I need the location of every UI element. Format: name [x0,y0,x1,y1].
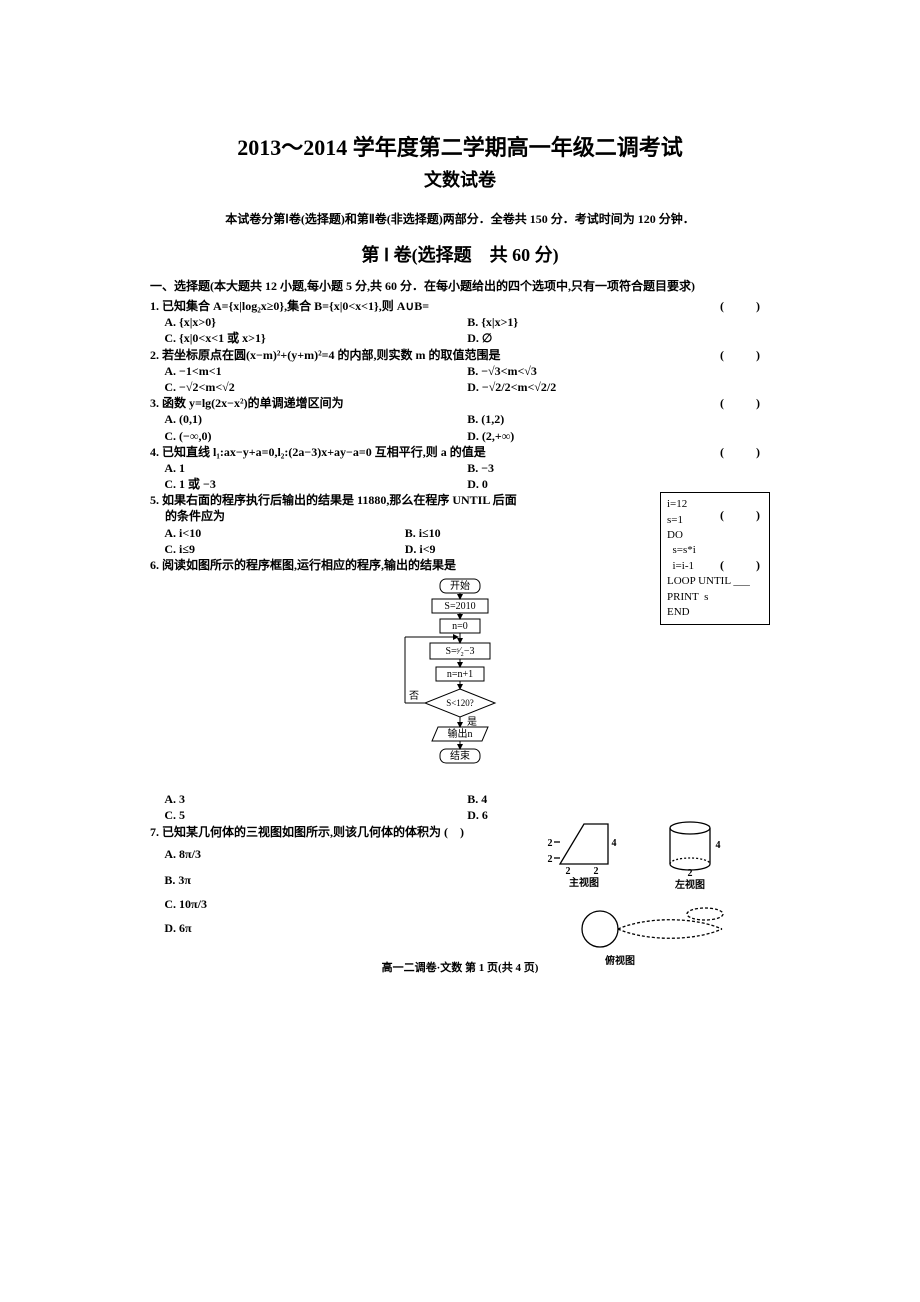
section-description: 一、选择题(本大题共 12 小题,每小题 5 分,共 60 分．在每小题给出的四… [150,277,770,294]
question-7: 7. 已知某几何体的三视图如图所示,则该几何体的体积为 ( ) A. 8π/3 … [150,824,770,941]
q4-option-c: C. 1 或 −3 [164,476,467,492]
q6-paren: ( ) [720,557,770,573]
q2-option-c: C. −√2<m<√2 [164,379,467,395]
svg-text:否: 否 [409,690,419,702]
q1-option-d: D. ∅ [467,330,770,346]
svg-text:俯视图: 俯视图 [605,954,635,967]
svg-text:主视图: 主视图 [569,876,599,889]
q1-text: 1. 已知集合 A={x|log₂x≥0},集合 B={x|0<x<1},则 A… [150,298,770,314]
q5-option-a: A. i<10 [164,525,404,541]
q1-option-a: A. {x|x>0} [164,314,467,330]
question-3: 3. 函数 y=lg(2x−x²)的单调递增区间为 ( ) A. (0,1) B… [150,395,770,444]
q3-option-a: A. (0,1) [164,411,467,427]
q2-option-d: D. −√2/2<m<√2/2 [467,379,770,395]
q6-option-b: B. 4 [467,791,770,807]
svg-text:2: 2 [688,868,693,879]
exam-notice: 本试卷分第Ⅰ卷(选择题)和第Ⅱ卷(非选择题)两部分．全卷共 150 分．考试时间… [150,210,770,227]
q5-option-b: B. i≤10 [405,525,645,541]
q3-option-b: B. (1,2) [467,411,770,427]
q6-option-a: A. 3 [164,791,467,807]
q5-text1: 5. 如果右面的程序执行后输出的结果是 11880,那么在程序 UNTIL 后面 [150,492,645,508]
flowchart-diagram: 开始 S=2010 n=0 S=ˢ⁄₂−3 n=n+1 [360,577,560,787]
q4-paren: ( ) [720,444,770,460]
title-sub: 文数试卷 [150,166,770,192]
page-container: 2013～2014 学年度第二学期高一年级二调考试 文数试卷 本试卷分第Ⅰ卷(选… [0,0,920,1035]
three-views-diagram: 2 2 2 2 4 主视图 2 4 左视图 [540,814,780,974]
q2-option-b: B. −√3<m<√3 [467,363,770,379]
question-1: 1. 已知集合 A={x|log₂x≥0},集合 B={x|0<x<1},则 A… [150,298,770,347]
svg-text:2: 2 [566,866,571,877]
q1-paren: ( ) [720,298,770,314]
q4-option-a: A. 1 [164,460,467,476]
svg-text:n=0: n=0 [452,621,468,632]
q5-text2: 的条件应为 [150,508,645,524]
question-5: 5. 如果右面的程序执行后输出的结果是 11880,那么在程序 UNTIL 后面… [150,492,770,557]
q2-option-a: A. −1<m<1 [164,363,467,379]
q4-option-d: D. 0 [467,476,770,492]
q3-option-d: D. (2,+∞) [467,428,770,444]
svg-text:输出n: 输出n [448,727,473,740]
svg-text:S=ˢ⁄₂−3: S=ˢ⁄₂−3 [445,646,474,657]
q1-option-c: C. {x|0<x<1 或 x>1} [164,330,467,346]
svg-text:n=n+1: n=n+1 [447,669,473,680]
q3-text: 3. 函数 y=lg(2x−x²)的单调递增区间为 [150,395,770,411]
section-title: 第 Ⅰ 卷(选择题 共 60 分) [150,241,770,267]
q3-paren: ( ) [720,395,770,411]
q5-option-c: C. i≤9 [164,541,404,557]
q4-option-b: B. −3 [467,460,770,476]
q5-q6-wrapper: i=12 s=1 DO s=s*i i=i-1 LOOP UNTIL ___ P… [150,492,770,823]
svg-text:是: 是 [467,716,477,728]
q4-text: 4. 已知直线 l₁:ax−y+a=0,l₂:(2a−3)x+ay−a=0 互相… [150,444,770,460]
question-2: 2. 若坐标原点在圆(x−m)²+(y+m)²=4 的内部,则实数 m 的取值范… [150,347,770,396]
q3-option-c: C. (−∞,0) [164,428,467,444]
svg-text:2: 2 [548,854,553,865]
svg-text:左视图: 左视图 [674,878,705,891]
svg-text:S=2010: S=2010 [444,601,475,612]
q5-option-d: D. i<9 [405,541,645,557]
question-6: 6. 阅读如图所示的程序框图,运行相应的程序,输出的结果是 ( ) [150,557,770,573]
q2-paren: ( ) [720,347,770,363]
q6-option-c: C. 5 [164,807,467,823]
svg-text:开始: 开始 [450,579,470,592]
svg-text:4: 4 [716,840,721,851]
title-main: 2013～2014 学年度第二学期高一年级二调考试 [150,130,770,162]
question-4: 4. 已知直线 l₁:ax−y+a=0,l₂:(2a−3)x+ay−a=0 互相… [150,444,770,493]
q5-paren: ( ) [720,507,770,523]
svg-text:结束: 结束 [450,749,470,762]
svg-text:S<120?: S<120? [446,698,474,708]
q1-option-b: B. {x|x>1} [467,314,770,330]
q2-text: 2. 若坐标原点在圆(x−m)²+(y+m)²=4 的内部,则实数 m 的取值范… [150,347,770,363]
svg-text:4: 4 [612,838,617,849]
svg-text:2: 2 [548,838,553,849]
svg-text:2: 2 [594,866,599,877]
q6-text: 6. 阅读如图所示的程序框图,运行相应的程序,输出的结果是 [150,557,645,573]
